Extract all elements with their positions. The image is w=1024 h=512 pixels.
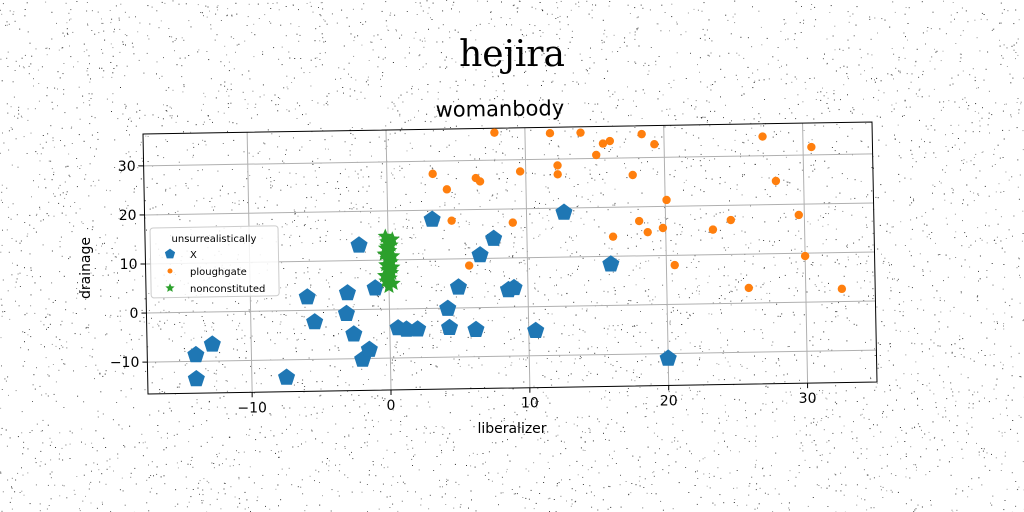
point-nonconstituted: [380, 252, 397, 267]
point-x: [439, 299, 457, 316]
y-gridline: [147, 349, 877, 363]
point-ploughgate: [643, 227, 652, 237]
point-ploughgate: [553, 161, 562, 170]
legend-marker: [167, 268, 173, 274]
point-ploughgate: [608, 232, 618, 241]
x-tick-label: 0: [387, 398, 396, 414]
figure-suptitle: hejira: [459, 34, 565, 75]
y-gridline: [143, 153, 873, 167]
point-ploughgate: [508, 218, 517, 227]
point-ploughgate: [637, 129, 646, 139]
point-x: [485, 229, 503, 246]
point-x: [187, 345, 205, 363]
point-x: [203, 335, 221, 352]
point-ploughgate: [807, 142, 816, 152]
point-x: [298, 288, 316, 305]
point-ploughgate: [744, 283, 753, 293]
point-ploughgate: [650, 140, 659, 149]
point-ploughgate: [771, 176, 781, 186]
point-ploughgate: [598, 139, 608, 148]
point-x: [366, 279, 384, 296]
point-x: [338, 284, 356, 301]
point-ploughgate: [545, 128, 555, 138]
point-ploughgate: [605, 136, 615, 146]
y-tick-label: −10: [110, 355, 140, 371]
y-tick-label: 20: [119, 208, 137, 224]
point-x: [441, 318, 459, 335]
point-nonconstituted: [381, 278, 397, 293]
point-ploughgate: [726, 215, 736, 225]
point-ploughgate: [442, 185, 452, 194]
point-x: [449, 278, 467, 295]
point-x: [471, 246, 489, 263]
point-ploughgate: [592, 150, 601, 160]
point-x: [397, 320, 416, 337]
axis-ticks: −10 0 10 20 30 −10 0 10 20 30: [110, 159, 817, 416]
point-ploughgate: [428, 169, 437, 179]
y-gridline: [146, 300, 876, 314]
x-tick-label: −10: [237, 400, 267, 416]
point-ploughgate: [708, 225, 718, 234]
point-ploughgate: [758, 132, 767, 141]
legend-label: ploughgate: [190, 267, 247, 278]
legend-label: nonconstituted: [190, 284, 265, 295]
axes-frame: [142, 121, 878, 395]
y-axis-label: drainage: [78, 237, 94, 299]
x-tick-label: 30: [799, 391, 817, 407]
legend-box: [149, 225, 280, 299]
point-x: [337, 304, 355, 321]
point-x: [409, 320, 427, 337]
point-ploughgate: [662, 195, 671, 205]
y-tick-label: 30: [118, 159, 136, 175]
point-nonconstituted: [382, 262, 398, 278]
point-ploughgate: [658, 223, 668, 233]
point-nonconstituted: [379, 238, 395, 253]
point-ploughgate: [794, 210, 803, 220]
legend-marker: [165, 283, 175, 292]
point-ploughgate: [670, 260, 679, 270]
point-x: [467, 320, 485, 337]
point-x: [505, 278, 523, 296]
point-ploughgate: [628, 170, 637, 180]
y-tick-label: 10: [120, 257, 138, 273]
x-tick-label: 20: [660, 393, 678, 409]
point-ploughgate: [634, 216, 644, 226]
chart-title: womanbody: [435, 96, 564, 122]
point-ploughgate: [576, 128, 585, 137]
point-ploughgate: [800, 251, 810, 261]
point-x: [659, 349, 677, 366]
data-marks: [187, 128, 847, 387]
legend-marker: [164, 248, 176, 259]
point-ploughgate: [837, 284, 847, 294]
x-axis-label: liberalizer: [477, 421, 546, 437]
point-x: [555, 203, 573, 220]
point-x: [278, 368, 296, 385]
point-x: [602, 255, 620, 272]
point-x: [527, 321, 545, 338]
point-ploughgate: [475, 177, 485, 186]
point-x: [360, 340, 378, 357]
axes: −10 0 10 20 30 −10 0 10 20 30 unsurrealistically X…: [110, 121, 878, 416]
point-x: [350, 236, 368, 253]
point-x: [187, 370, 205, 387]
point-x: [423, 210, 441, 227]
legend-label: X: [190, 250, 197, 261]
point-ploughgate: [515, 167, 525, 176]
point-ploughgate: [553, 170, 562, 179]
x-tick-label: 10: [521, 396, 539, 412]
y-tick-label: 0: [130, 306, 139, 322]
point-x: [345, 325, 363, 342]
legend-title: unsurrealistically: [172, 234, 257, 245]
point-x: [306, 313, 324, 330]
point-ploughgate: [490, 128, 499, 137]
point-ploughgate: [447, 216, 456, 225]
y-gridline: [144, 202, 874, 216]
point-ploughgate: [464, 261, 474, 270]
